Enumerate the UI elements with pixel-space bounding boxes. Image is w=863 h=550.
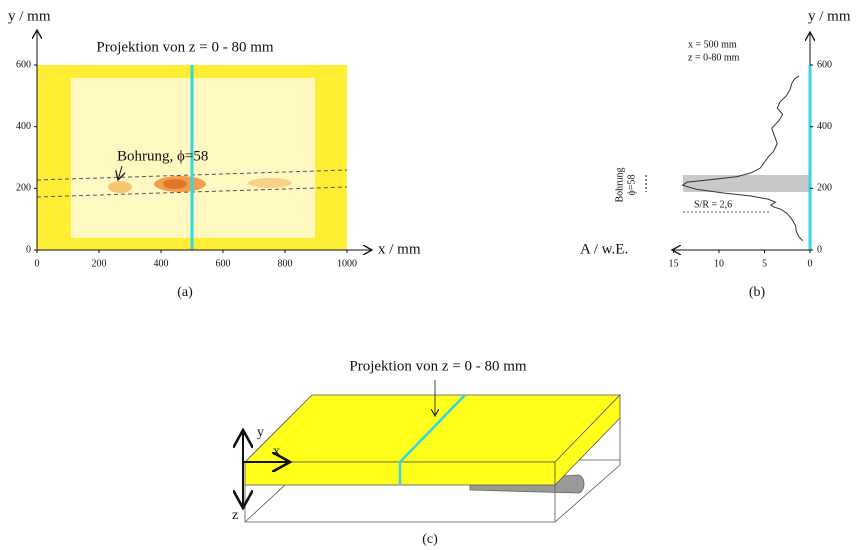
x-tick-label: 5 bbox=[762, 258, 767, 269]
annotation: x = 500 mm bbox=[688, 39, 737, 50]
y-tick-label: 0 bbox=[26, 244, 31, 255]
y-tick-label: 200 bbox=[817, 183, 832, 194]
x-tick-label: 0 bbox=[808, 258, 813, 269]
y-tick-label: 600 bbox=[16, 59, 31, 70]
y-axis-label: y / mm bbox=[8, 8, 51, 24]
y-tick-label: 200 bbox=[16, 183, 31, 194]
y-tick-label: 600 bbox=[817, 59, 832, 70]
y-tick-label: 400 bbox=[16, 121, 31, 132]
annotation: z = 0-80 mm bbox=[688, 52, 740, 63]
x-tick-label: 0 bbox=[35, 258, 40, 269]
annotation-arrow bbox=[118, 165, 122, 180]
hot-spot bbox=[248, 178, 292, 188]
x-tick-label: 800 bbox=[278, 258, 293, 269]
x-tick-label: 200 bbox=[92, 258, 107, 269]
x-axis-label: x / mm bbox=[378, 241, 421, 257]
x-tick-label: 400 bbox=[154, 258, 169, 269]
panel-label: (c) bbox=[422, 532, 438, 547]
annotation: ϕ=58 bbox=[626, 175, 637, 196]
axis-label: z bbox=[232, 508, 238, 523]
y-tick-label: 400 bbox=[817, 121, 832, 132]
annotation: S/R = 2,6 bbox=[694, 199, 732, 210]
y-tick-label: 0 bbox=[817, 244, 822, 255]
x-tick-label: 1000 bbox=[337, 258, 357, 269]
hot-spot bbox=[108, 181, 132, 193]
axis-label: y bbox=[257, 425, 264, 440]
axis-label: x bbox=[273, 444, 280, 459]
annotation: Bohrung bbox=[614, 168, 625, 203]
diagram bbox=[243, 380, 621, 523]
curve bbox=[681, 75, 804, 242]
panel-label: (a) bbox=[177, 285, 193, 300]
y-axis-label: y / mm bbox=[808, 8, 851, 24]
x-tick-label: 600 bbox=[216, 258, 231, 269]
bore-band bbox=[683, 175, 810, 192]
diagram-title: Projektion von z = 0 - 80 mm bbox=[349, 358, 527, 374]
hot-spot bbox=[163, 179, 187, 189]
x-axis-label: A / w.E. bbox=[580, 241, 628, 257]
x-tick-label: 10 bbox=[714, 258, 724, 269]
x-tick-label: 15 bbox=[669, 258, 679, 269]
panel-label: (b) bbox=[749, 285, 766, 300]
annotation: Bohrung, ϕ=58 bbox=[117, 148, 208, 164]
chart-title: Projektion von z = 0 - 80 mm bbox=[96, 39, 274, 55]
